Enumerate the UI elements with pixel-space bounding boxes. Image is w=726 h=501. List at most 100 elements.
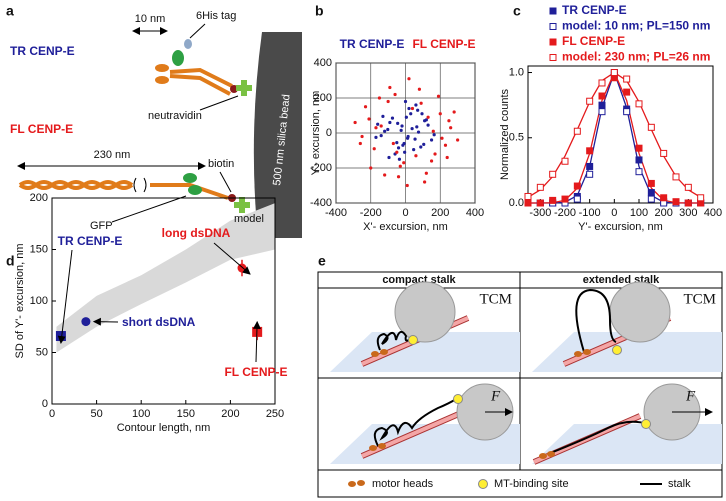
data-point bbox=[684, 199, 692, 207]
data-point bbox=[438, 112, 442, 116]
x-tick-label: 0 bbox=[402, 207, 408, 219]
data-point bbox=[573, 182, 581, 190]
pointer bbox=[111, 195, 187, 223]
data-point bbox=[647, 123, 655, 131]
data-point bbox=[415, 125, 419, 129]
pointer bbox=[189, 23, 206, 39]
data-point bbox=[429, 159, 434, 163]
y-tick-label: 150 bbox=[30, 243, 48, 255]
data-point bbox=[363, 105, 368, 109]
x-tick-label: 100 bbox=[630, 207, 648, 219]
x-tick-label: 200 bbox=[431, 207, 449, 219]
data-point bbox=[395, 141, 399, 145]
neutravidin bbox=[236, 80, 252, 96]
data-point bbox=[660, 194, 668, 202]
data-point bbox=[623, 108, 631, 116]
motor-head bbox=[155, 64, 169, 72]
panel-label: a bbox=[6, 3, 14, 19]
data-point bbox=[443, 143, 448, 147]
model-label: TCM bbox=[479, 291, 512, 307]
data-point bbox=[413, 137, 417, 141]
pointer bbox=[219, 171, 232, 193]
data-point bbox=[635, 100, 643, 108]
data-point bbox=[367, 117, 371, 121]
data-point bbox=[586, 170, 594, 178]
annotation: TR CENP-E bbox=[58, 234, 123, 248]
data-point bbox=[429, 138, 434, 142]
length-label: 230 nm bbox=[94, 149, 131, 161]
data-point bbox=[391, 141, 395, 146]
stalk bbox=[376, 330, 413, 351]
data-point bbox=[524, 192, 532, 200]
data-point bbox=[561, 195, 569, 203]
data-point bbox=[400, 124, 404, 128]
mt-binding-site bbox=[408, 335, 418, 345]
data-point bbox=[379, 124, 383, 128]
motor-head bbox=[583, 349, 591, 355]
panel-label: c bbox=[513, 3, 521, 19]
data-point bbox=[586, 97, 594, 105]
motor-head bbox=[574, 351, 582, 357]
data-point bbox=[390, 116, 395, 120]
data-point bbox=[417, 87, 421, 91]
gfp bbox=[172, 50, 184, 66]
data-point bbox=[388, 120, 392, 125]
data-point bbox=[410, 106, 415, 111]
y-tick-label: 0.0 bbox=[509, 197, 524, 209]
legend-swatch bbox=[357, 480, 365, 486]
legend-label: motor heads bbox=[372, 478, 434, 490]
data-point bbox=[433, 152, 437, 156]
annotation-arrow bbox=[213, 242, 251, 275]
diagram-e: compact stalk extended stalk TCM TCM F F bbox=[317, 271, 723, 498]
data-point bbox=[647, 195, 655, 203]
x-axis-label: Contour length, nm bbox=[117, 422, 211, 434]
legend-swatch bbox=[549, 7, 557, 15]
data-point bbox=[386, 99, 390, 104]
data-point bbox=[422, 142, 426, 146]
data-point bbox=[436, 94, 441, 98]
data-point bbox=[697, 194, 705, 202]
data-point bbox=[396, 146, 401, 150]
data-point bbox=[549, 196, 557, 204]
model-band bbox=[56, 203, 276, 353]
annotation-arrow bbox=[252, 320, 261, 363]
data-point bbox=[407, 106, 411, 111]
data-point bbox=[406, 134, 410, 139]
data-point bbox=[383, 173, 387, 177]
x-tick-label: -300 bbox=[529, 207, 551, 219]
stalk bbox=[18, 180, 134, 190]
force-label: F bbox=[685, 388, 696, 404]
legend-swatch bbox=[549, 23, 557, 30]
data-point bbox=[395, 150, 399, 154]
annotation: FL CENP-E bbox=[224, 365, 287, 379]
data-point bbox=[452, 110, 456, 114]
legend-label: FL CENP-E bbox=[412, 37, 475, 51]
y-tick-label: 0.5 bbox=[509, 132, 524, 144]
data-point bbox=[405, 183, 409, 188]
data-point bbox=[377, 96, 382, 100]
tag-label: 6His tag bbox=[196, 10, 236, 22]
data-point bbox=[409, 112, 413, 116]
mt-binding-site bbox=[612, 345, 622, 355]
data-point bbox=[660, 149, 668, 157]
motor-head bbox=[369, 445, 377, 451]
legend-swatch bbox=[478, 479, 488, 489]
data-point bbox=[419, 145, 423, 149]
pointer bbox=[199, 95, 239, 111]
column-header: compact stalk bbox=[382, 274, 456, 286]
legend-swatch bbox=[549, 38, 557, 46]
data-point bbox=[414, 154, 418, 158]
legend-label: MT-binding site bbox=[494, 478, 569, 490]
motor-head bbox=[380, 349, 388, 355]
data-point bbox=[353, 120, 357, 125]
fit-curve bbox=[528, 70, 701, 204]
data-point bbox=[410, 127, 414, 131]
plane bbox=[532, 332, 722, 372]
data-point bbox=[397, 157, 402, 161]
gfp-label: GFP bbox=[90, 220, 113, 232]
mt-binding-site bbox=[453, 394, 463, 404]
data-point bbox=[445, 155, 449, 160]
x-tick-label: 200 bbox=[654, 207, 672, 219]
data-point bbox=[412, 148, 416, 152]
